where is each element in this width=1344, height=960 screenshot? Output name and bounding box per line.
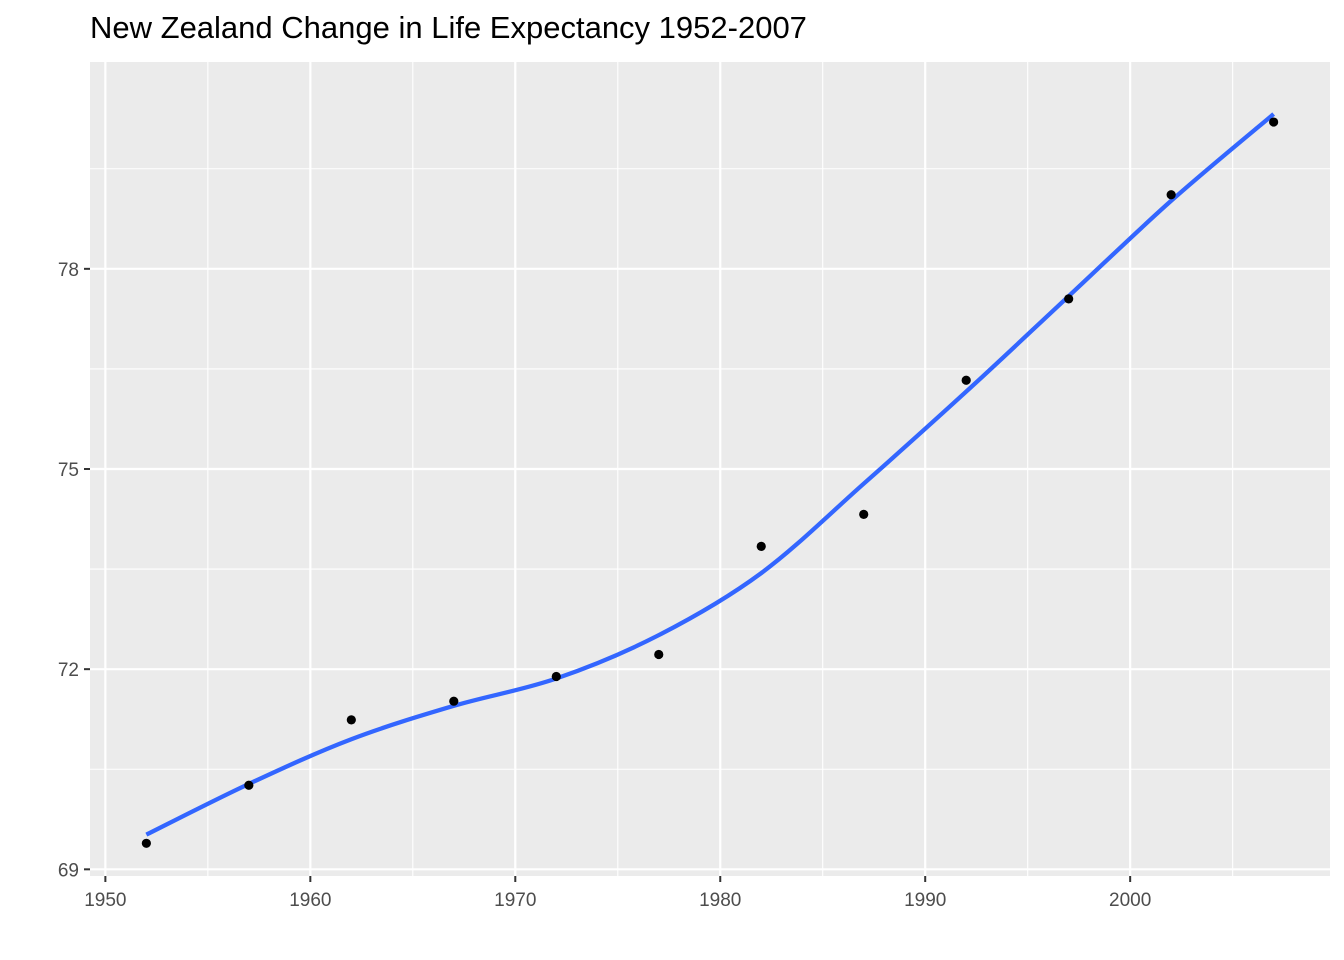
data-point — [961, 375, 971, 385]
data-point — [756, 541, 766, 551]
data-point — [1166, 190, 1176, 200]
data-point — [346, 715, 356, 725]
x-tick-label: 1990 — [904, 890, 946, 911]
y-tick-label: 78 — [58, 260, 79, 281]
y-tick-label: 69 — [58, 860, 79, 881]
data-point — [141, 838, 151, 848]
chart-title: New Zealand Change in Life Expectancy 19… — [90, 10, 807, 45]
scatter-point-series — [141, 117, 1279, 848]
data-point — [1269, 117, 1279, 127]
x-tick-label: 1980 — [699, 890, 741, 911]
y-axis: 69 72 75 78 — [58, 260, 90, 881]
data-point — [551, 671, 561, 682]
x-tick-label: 2000 — [1109, 890, 1151, 911]
x-tick-label: 1960 — [289, 890, 331, 911]
smooth-line-series — [145, 112, 1276, 837]
x-tick-label: 1970 — [494, 890, 536, 911]
data-point — [654, 649, 664, 660]
data-point — [244, 780, 254, 790]
data-point — [859, 509, 869, 519]
major-gridlines — [90, 62, 1330, 876]
smooth-line — [145, 112, 1276, 837]
minor-gridlines — [90, 62, 1330, 876]
y-tick-label: 75 — [58, 460, 79, 481]
y-tick-label: 72 — [58, 660, 79, 681]
x-axis: 1950 1960 1970 1980 1990 2000 — [84, 876, 1151, 911]
x-tick-label: 1950 — [84, 890, 126, 911]
data-point — [1064, 294, 1074, 304]
data-point — [449, 696, 459, 706]
